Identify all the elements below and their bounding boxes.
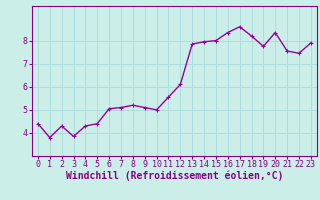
X-axis label: Windchill (Refroidissement éolien,°C): Windchill (Refroidissement éolien,°C)	[66, 171, 283, 181]
